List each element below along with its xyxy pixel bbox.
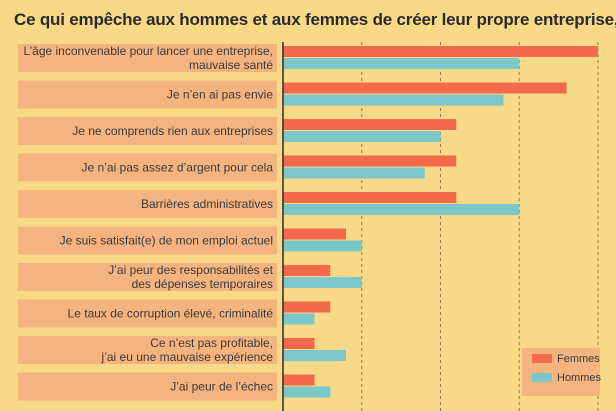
category-label: Je ne comprends rien aux entreprises (72, 124, 273, 138)
bar-hommes (283, 386, 331, 398)
bar-femmes (283, 338, 315, 349)
category-band (18, 80, 277, 109)
category-band (18, 263, 277, 291)
category-label: Barrières administratives (141, 197, 273, 211)
legend-swatch (532, 373, 552, 382)
legend-swatch (532, 354, 552, 363)
bar-femmes (283, 228, 346, 240)
bar-hommes (283, 167, 425, 179)
category-label: L’âge inconvenable pour lancer une entre… (23, 44, 273, 58)
category-label: Ce n’est pas profitable, (150, 336, 273, 350)
bar-femmes (283, 265, 331, 276)
category-band (18, 226, 277, 255)
category-band (18, 44, 277, 72)
bar-femmes (283, 192, 457, 203)
category-band (18, 336, 277, 364)
bar-hommes (283, 240, 362, 252)
legend: Femmes Hommes (522, 348, 602, 396)
bar-hommes (283, 204, 520, 215)
category-band (18, 117, 277, 145)
bar-hommes (283, 131, 441, 142)
bar-femmes (283, 46, 598, 57)
legend-label: Hommes (557, 372, 602, 384)
chart-title: Ce qui empêche aux hommes et aux femmes … (14, 10, 616, 29)
bar-femmes (283, 301, 331, 313)
category-label: mauvaise santé (189, 58, 273, 72)
bar-femmes (283, 82, 567, 94)
category-labels: L’âge inconvenable pour lancer une entre… (18, 44, 277, 401)
category-label: J’ai peur des responsabilités et (108, 263, 273, 277)
category-band (18, 372, 277, 401)
bar-femmes (283, 374, 315, 386)
category-label: des dépenses temporaires (132, 277, 273, 291)
bar-hommes (283, 277, 362, 288)
category-label: Je n’ai pas assez d’argent pour cela (82, 161, 274, 175)
bar-femmes (283, 155, 457, 167)
category-label: Le taux de corruption élevé, criminalité (68, 307, 274, 321)
bar-femmes (283, 119, 457, 130)
category-label: Je n’en ai pas envie (167, 88, 273, 102)
category-band (18, 299, 277, 328)
bar-hommes (283, 94, 504, 106)
category-band (18, 153, 277, 182)
bar-hommes (283, 313, 315, 325)
category-band (18, 190, 277, 218)
legend-label: Femmes (557, 353, 600, 365)
bars (283, 46, 598, 398)
category-label: J’ai peur de l’échec (170, 380, 273, 394)
bar-hommes (283, 350, 346, 361)
category-label: Je suis satisfait(e) de mon emploi actue… (60, 234, 273, 248)
category-label: j’ai eu une mauvaise expérience (101, 350, 274, 364)
bar-hommes (283, 58, 520, 69)
